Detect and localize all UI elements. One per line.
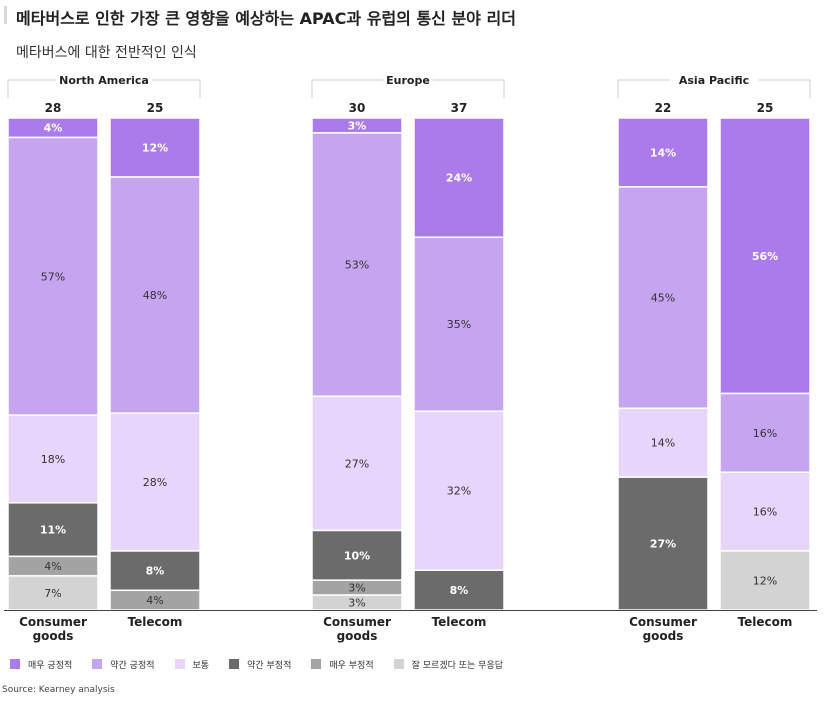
source-note: Source: Kearney analysis [2, 685, 115, 695]
category-label: goods [337, 629, 378, 643]
legend-swatch [92, 659, 103, 669]
legend-label: 매우 긍정적 [28, 660, 73, 671]
legend-item: 보통 [174, 658, 210, 671]
data-label: 27% [650, 538, 676, 551]
data-label: 57% [41, 270, 65, 283]
bar-segment [311, 132, 403, 398]
group-label-bg [383, 74, 433, 86]
data-label: 3% [348, 582, 365, 595]
bar-total: 22 [655, 101, 672, 115]
legend-label: 보통 [192, 660, 210, 671]
data-label: 53% [345, 259, 369, 272]
bar-segment [617, 407, 709, 478]
data-label: 14% [651, 437, 675, 450]
category-label: Consumer [19, 615, 87, 629]
data-label: 14% [650, 146, 676, 159]
bar-total: 37 [451, 101, 468, 115]
category-label: Telecom [432, 615, 487, 629]
data-label: 8% [146, 565, 165, 578]
legend-label: 매우 부정적 [329, 660, 374, 671]
legend-label: 잘 모르겠다 또는 무응답 [411, 660, 504, 671]
group-label: Asia Pacific [679, 74, 749, 87]
legend-item: 잘 모르겠다 또는 무응답 [393, 658, 504, 671]
data-label: 8% [450, 584, 469, 597]
data-label: 18% [41, 453, 65, 466]
group-label-bg [56, 74, 152, 86]
data-label: 56% [752, 250, 778, 263]
legend-swatch [10, 659, 20, 669]
category-label: goods [33, 629, 74, 643]
group-label-bg [669, 74, 759, 86]
bar-segment [7, 414, 99, 504]
bar-total: 28 [45, 101, 62, 115]
data-label: 35% [447, 318, 471, 331]
bar-total: 25 [147, 101, 164, 115]
chart-title: 메타버스로 인한 가장 큰 영향을 예상하는 APAC과 유럽의 통신 분야 리… [16, 9, 516, 28]
data-label: 32% [447, 485, 471, 498]
bar-total: 30 [349, 101, 366, 115]
bar-segment [311, 529, 403, 581]
data-label: 4% [146, 594, 163, 607]
data-label: 4% [44, 560, 61, 573]
data-label: 48% [143, 289, 167, 302]
data-label: 12% [753, 574, 777, 587]
data-label: 16% [753, 506, 777, 519]
category-label: Telecom [738, 615, 793, 629]
data-label: 3% [348, 597, 365, 610]
bar-segment [109, 176, 201, 414]
data-label: 24% [446, 172, 472, 185]
bar-segment [109, 412, 201, 552]
legend-item: 약간 부정적 [229, 658, 291, 671]
legend-swatch [393, 659, 404, 669]
data-label: 12% [142, 142, 168, 155]
data-label: 28% [143, 476, 167, 489]
legend-label: 약간 부정적 [247, 660, 292, 671]
data-label: 3% [348, 119, 367, 132]
category-label: goods [643, 629, 684, 643]
data-label: 45% [651, 292, 675, 305]
data-label: 11% [40, 524, 66, 537]
legend-label: 약간 긍정적 [110, 660, 155, 671]
category-label: Consumer [323, 615, 391, 629]
legend-item: 매우 긍정적 [10, 658, 72, 671]
bar-segment [617, 117, 709, 188]
data-label: 4% [44, 122, 63, 135]
category-label: Telecom [128, 615, 183, 629]
stacked-bar-chart: North America284%57%18%11%4%7%Consumergo… [4, 74, 817, 643]
chart-subtitle: 메타버스에 대한 전반적인 인식 [16, 45, 197, 61]
bar-segment [109, 117, 201, 178]
data-label: 7% [44, 587, 61, 600]
legend-swatch [174, 659, 185, 669]
bar-segment [7, 502, 99, 558]
data-label: 10% [344, 549, 370, 562]
chart-legend: 매우 긍정적 약간 긍정적 보통 약간 부정적 매우 부정적 잘 모르겠다 또는 무응답 [10, 657, 523, 671]
data-label: 27% [345, 457, 369, 470]
bar-segment [719, 392, 811, 473]
bar-segment [719, 117, 811, 395]
legend-item: 매우 부정적 [311, 658, 374, 671]
category-label: Consumer [629, 615, 697, 629]
group-label: Europe [386, 74, 430, 87]
title-accent-bar [4, 6, 7, 24]
legend-item: 약간 긍정적 [92, 658, 155, 671]
legend-swatch [229, 659, 240, 669]
bar-segment [413, 236, 505, 412]
bar-segment [719, 471, 811, 552]
group-label: North America [59, 74, 149, 87]
legend-swatch [311, 659, 322, 669]
bar-segment [413, 117, 505, 239]
data-label: 16% [753, 427, 777, 440]
bar-total: 25 [757, 101, 774, 115]
